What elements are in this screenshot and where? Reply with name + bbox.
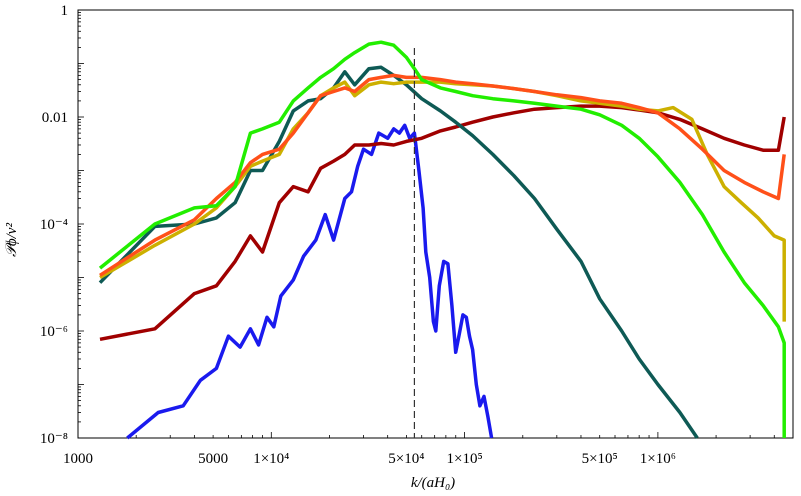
x-tick-label: 1000 <box>63 451 93 467</box>
x-tick-label: 1×10⁴ <box>253 451 289 467</box>
y-tick-label: 0.01 <box>42 110 68 126</box>
y-axis-label: 𝒫ϕ/v² <box>4 223 20 257</box>
x-tick-label: 5×10⁴ <box>388 451 424 467</box>
y-tick-label: 10⁻⁴ <box>40 217 68 233</box>
series-layer <box>98 40 786 440</box>
y-axis-ticks: 10⁻⁸ 10⁻⁶ 10⁻⁴ 0.01 1 <box>40 3 84 447</box>
x-axis-label: k/(aH₀) <box>411 475 455 491</box>
series-line-green <box>98 40 786 438</box>
x-tick-label: 1×10⁵ <box>446 451 482 467</box>
x-tick-label: 1×10⁶ <box>640 451 676 467</box>
y-tick-label: 1 <box>61 3 69 19</box>
series-line-blue <box>126 123 494 440</box>
y-tick-label: 10⁻⁸ <box>40 431 68 447</box>
y-tick-label: 10⁻⁶ <box>40 324 68 340</box>
series-line-dark-red <box>99 104 786 342</box>
x-axis-ticks: 1000 5000 1×10⁴ 5×10⁴ 1×10⁵ 5×10⁵ 1×10⁶ <box>63 432 794 467</box>
x-tick-label: 5×10⁵ <box>582 451 618 467</box>
series-line-yellow <box>99 80 786 322</box>
x-tick-label: 5000 <box>198 451 228 467</box>
series-line-orange <box>99 73 786 277</box>
